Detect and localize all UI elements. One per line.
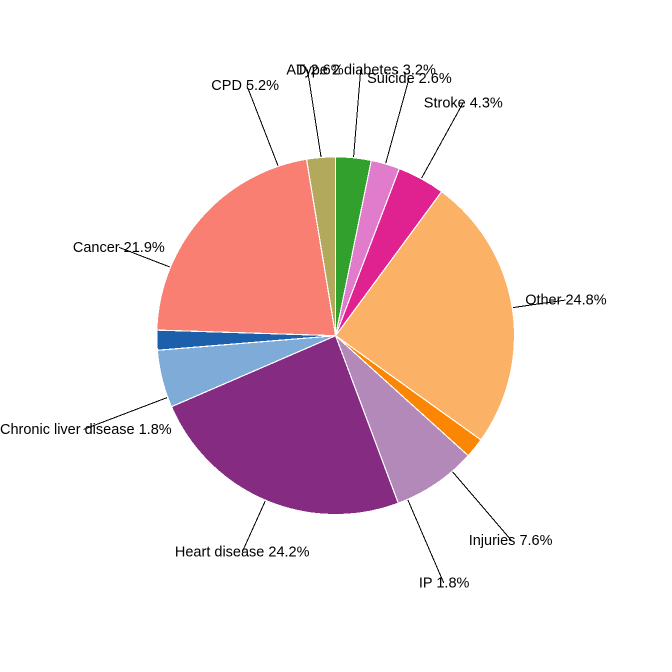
svg-text:Cancer 21.9%: Cancer 21.9% [73,240,165,256]
svg-text:Chronic liver disease 1.8%: Chronic liver disease 1.8% [0,422,172,438]
svg-text:Type 2 diabetes 3.2%: Type 2 diabetes 3.2% [296,62,436,78]
svg-text:Injuries 7.6%: Injuries 7.6% [469,533,553,549]
svg-text:IP 1.8%: IP 1.8% [419,575,470,591]
svg-text:Heart disease 24.2%: Heart disease 24.2% [175,544,310,560]
svg-text:Suicide 2.6%: Suicide 2.6% [367,71,452,87]
svg-text:Other 24.8%: Other 24.8% [525,293,607,309]
svg-text:Stroke 4.3%: Stroke 4.3% [424,95,503,111]
svg-text:AD 2.6%: AD 2.6% [286,62,343,78]
svg-text:CPD 5.2%: CPD 5.2% [211,78,279,94]
